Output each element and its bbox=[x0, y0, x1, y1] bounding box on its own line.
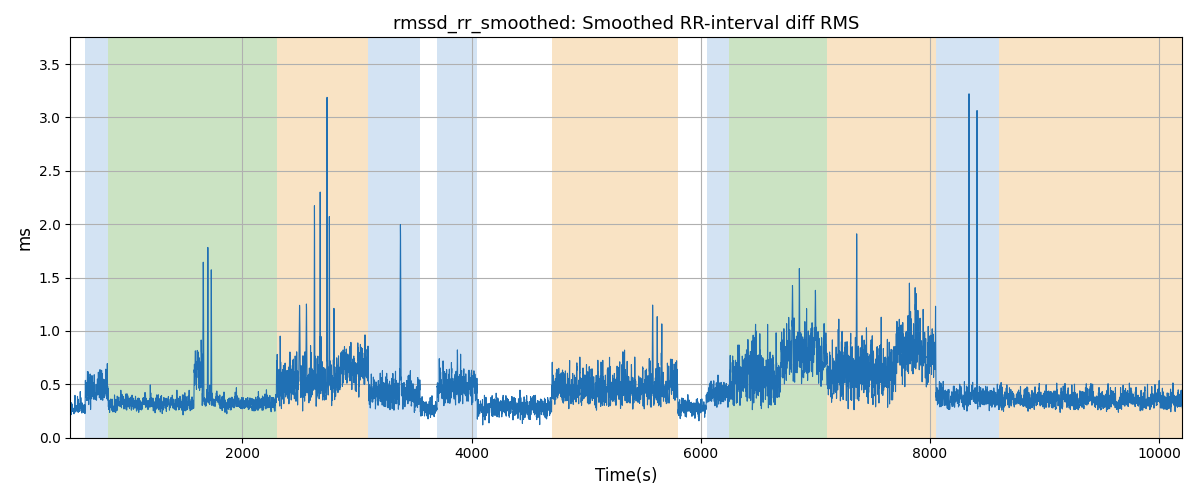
Bar bbox=[437, 38, 478, 438]
Bar bbox=[936, 38, 998, 438]
Y-axis label: ms: ms bbox=[16, 225, 34, 250]
Bar bbox=[85, 38, 108, 438]
Bar bbox=[108, 38, 277, 438]
Bar bbox=[707, 38, 730, 438]
Bar bbox=[277, 38, 368, 438]
Bar bbox=[998, 38, 1182, 438]
Title: rmssd_rr_smoothed: Smoothed RR-interval diff RMS: rmssd_rr_smoothed: Smoothed RR-interval … bbox=[394, 15, 859, 34]
Bar bbox=[368, 38, 420, 438]
Bar bbox=[552, 38, 678, 438]
Bar bbox=[827, 38, 936, 438]
X-axis label: Time(s): Time(s) bbox=[595, 467, 658, 485]
Bar bbox=[730, 38, 827, 438]
